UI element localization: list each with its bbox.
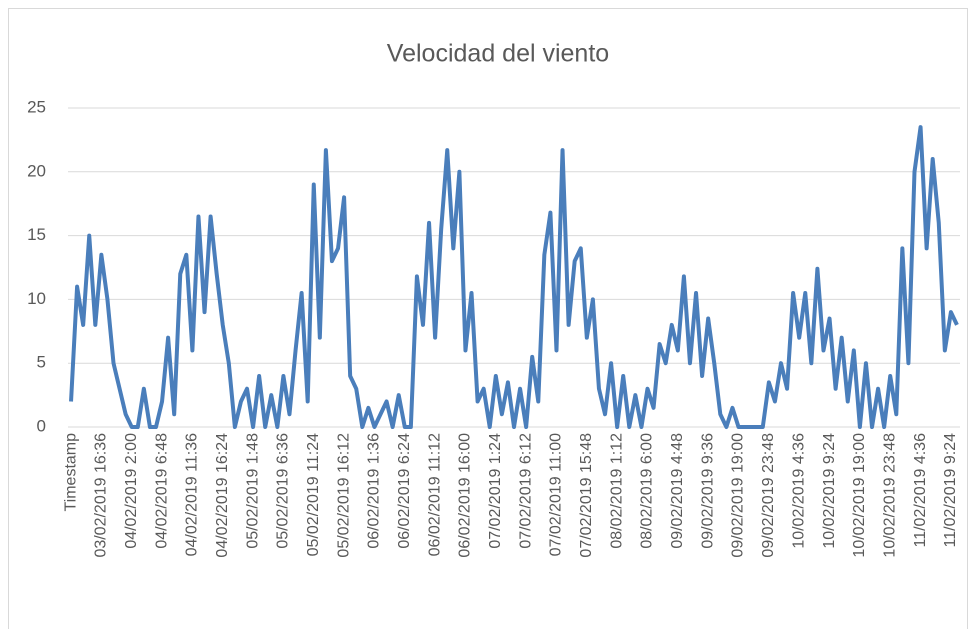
x-tick-label: 05/02/2019 6:36: [275, 433, 292, 549]
x-tick-label: 07/02/2019 1:24: [487, 433, 504, 549]
y-tick-label: 5: [37, 353, 46, 372]
x-tick-label: 06/02/2019 16:00: [457, 433, 474, 558]
x-tick-label: 06/02/2019 11:12: [426, 433, 443, 556]
x-tick-label: 04/02/2019 6:48: [153, 433, 170, 549]
x-tick-label: 06/02/2019 1:36: [366, 433, 383, 549]
x-tick-label: 07/02/2019 6:12: [517, 433, 534, 549]
x-tick-label: 10/02/2019 19:00: [851, 433, 868, 558]
x-tick-label: 10/02/2019 23:48: [881, 433, 898, 558]
x-tick-label: 06/02/2019 6:24: [396, 433, 413, 549]
x-tick-label: 07/02/2019 15:48: [578, 433, 595, 558]
x-tick-label: 05/02/2019 1:48: [244, 433, 261, 549]
y-tick-label: 0: [37, 416, 46, 435]
x-tick-label: 05/02/2019 11:24: [305, 433, 322, 556]
x-tick-label: 04/02/2019 11:36: [184, 433, 201, 556]
x-tick-label: 03/02/2019 16:36: [93, 433, 110, 558]
x-tick-label: 09/02/2019 4:48: [669, 433, 686, 549]
x-tick-label: 10/02/2019 4:36: [790, 433, 807, 549]
y-tick-label: 15: [27, 225, 46, 244]
x-tick-label: 08/02/2019 1:12: [608, 433, 625, 549]
x-tick-label: 09/02/2019 19:00: [730, 433, 747, 558]
y-tick-label: 25: [27, 97, 46, 116]
x-tick-label: 10/02/2019 9:24: [821, 433, 838, 549]
x-tick-label: 07/02/2019 11:00: [548, 433, 565, 556]
chart-title: Velocidad del viento: [387, 40, 609, 68]
x-tick-label: 11/02/2019 9:24: [942, 433, 959, 548]
data-line: [69, 125, 959, 429]
y-tick-label: 20: [27, 161, 46, 180]
x-tick-label: 08/02/2019 6:00: [639, 433, 656, 549]
x-tick-label: 11/02/2019 4:36: [912, 433, 929, 548]
x-tick-label: 04/02/2019 16:24: [214, 433, 231, 558]
x-tick-label: 05/02/2019 16:12: [335, 433, 352, 558]
y-tick-label: 10: [27, 289, 46, 308]
x-tick-label: Timestamp: [62, 433, 79, 512]
x-tick-label: 09/02/2019 9:36: [699, 433, 716, 549]
x-tick-label: 09/02/2019 23:48: [760, 433, 777, 558]
x-tick-label: 04/02/2019 2:00: [123, 433, 140, 549]
